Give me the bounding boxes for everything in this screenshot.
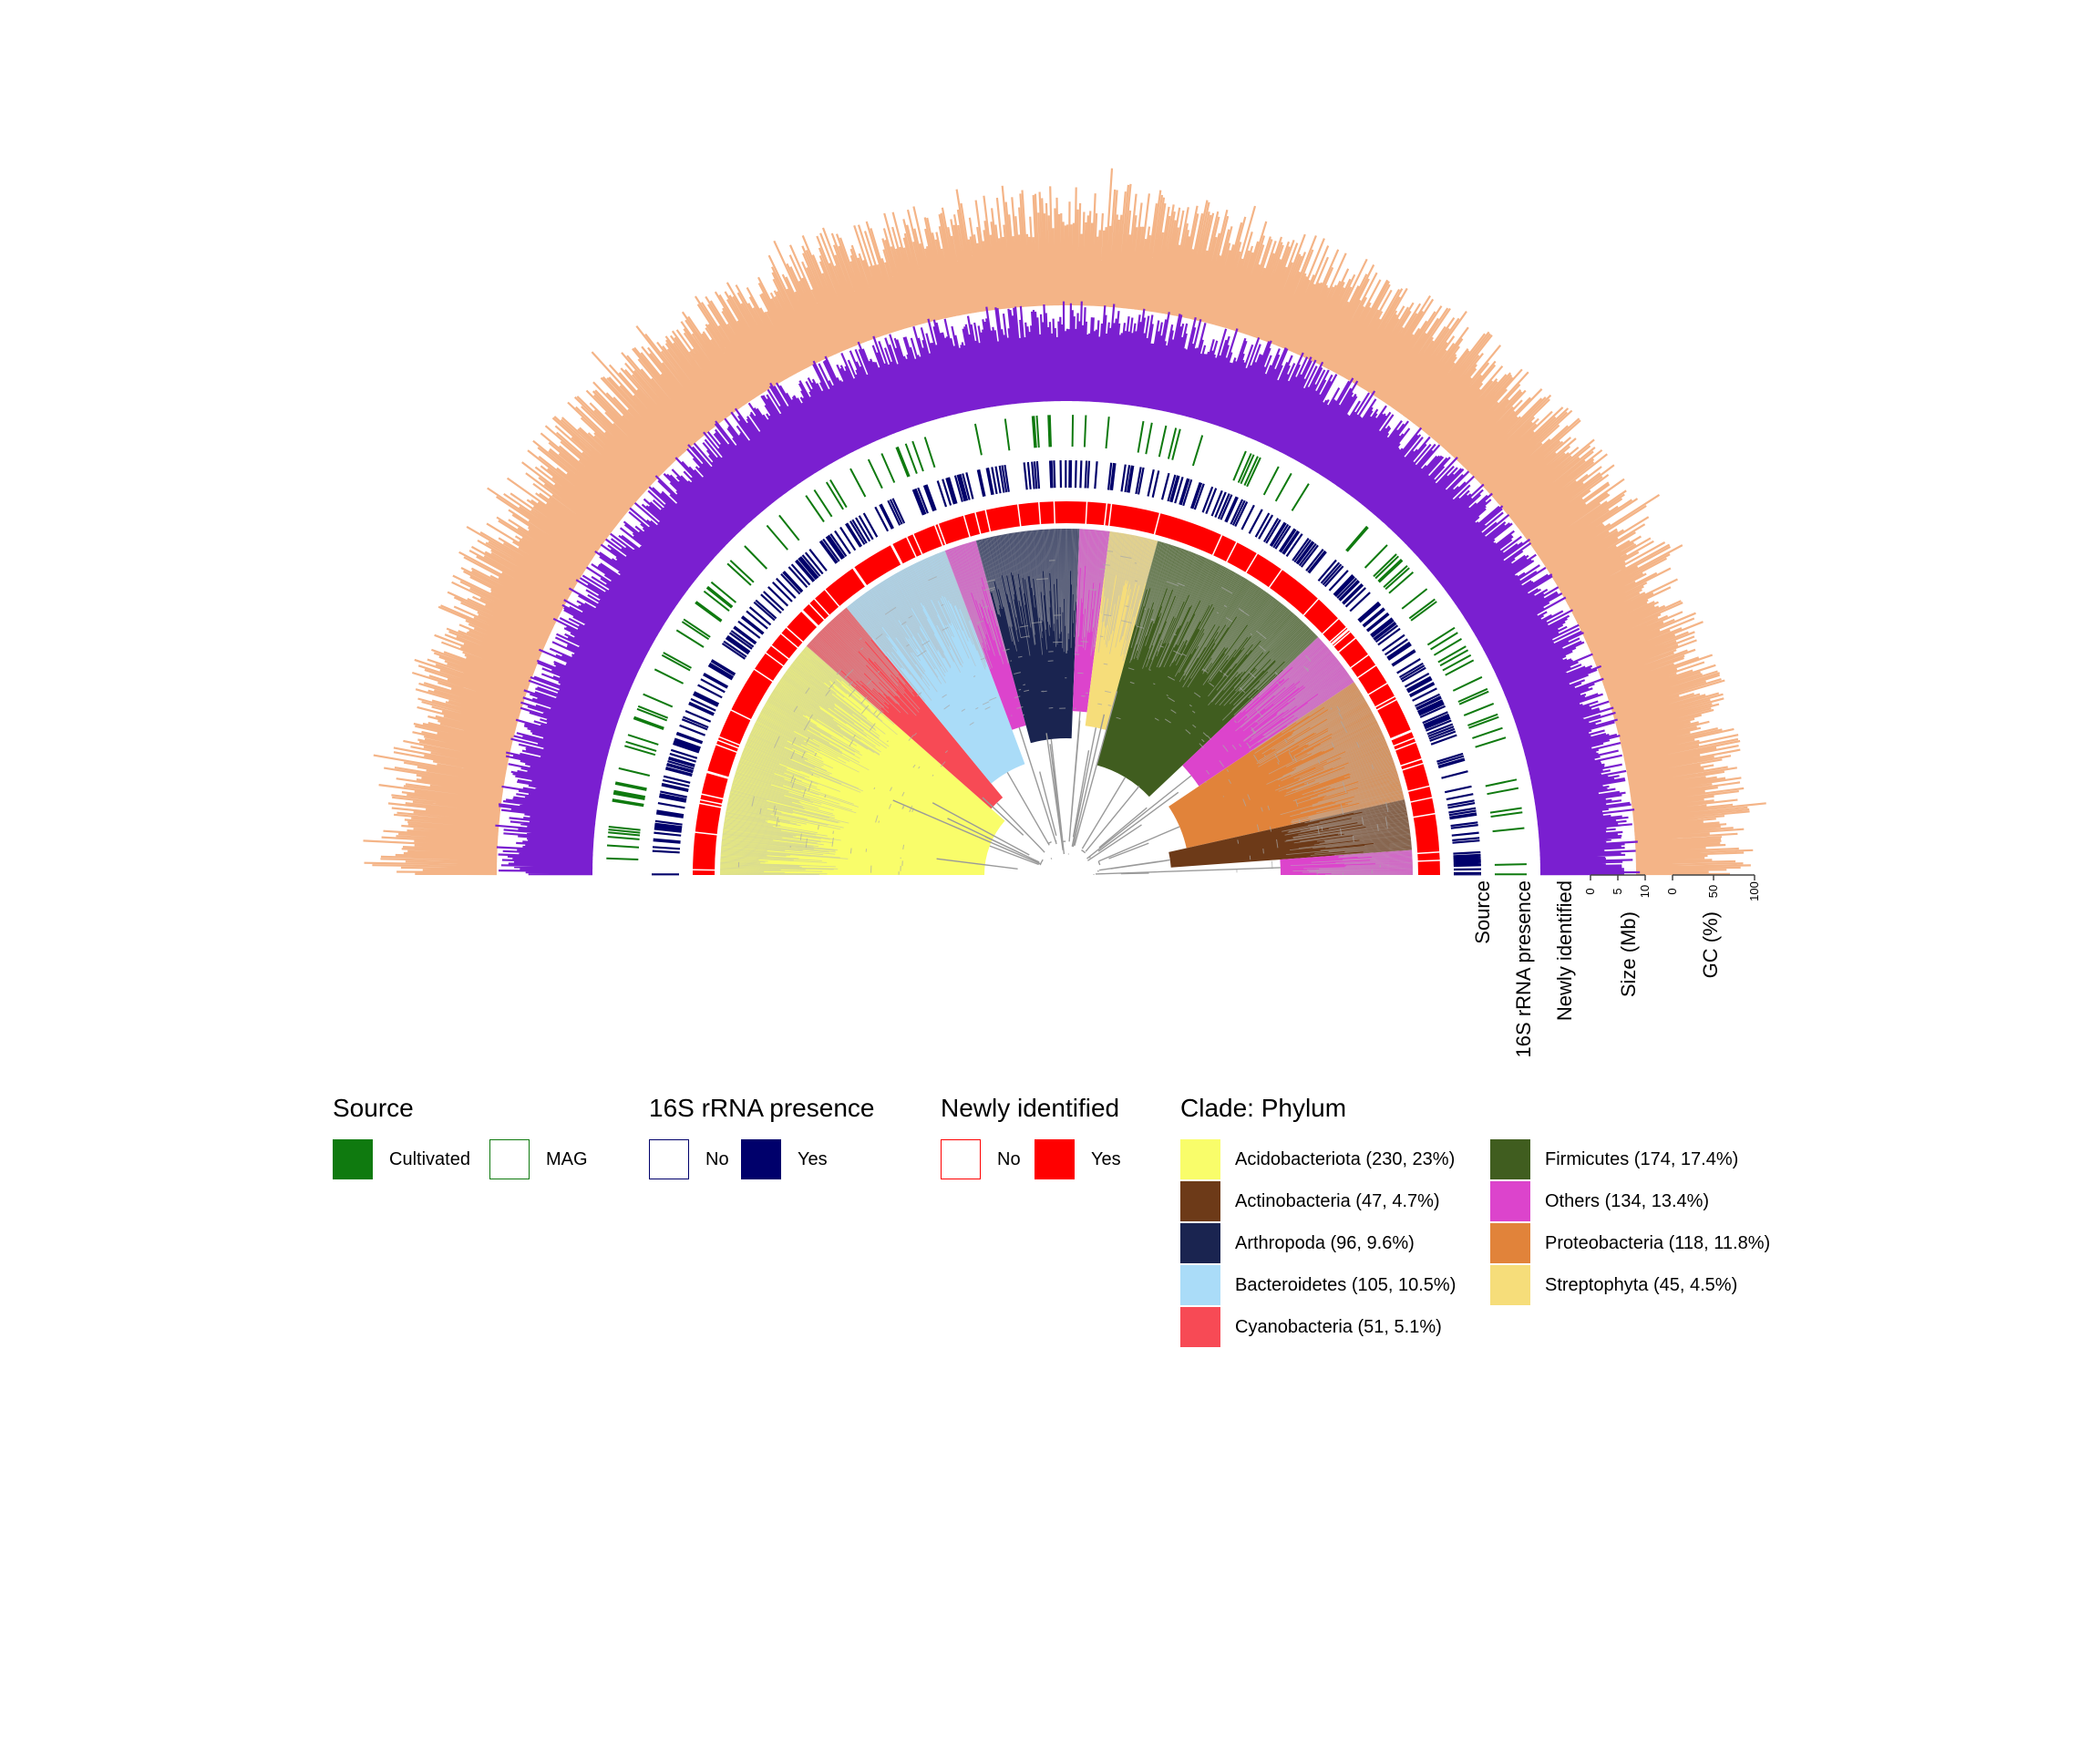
- legend-swatch-newly-yes: [1035, 1139, 1075, 1179]
- gc-axis-tick: 0: [1665, 888, 1679, 894]
- clade-wedge-arthropoda: [975, 529, 1080, 744]
- ring-label-source: Source: [1471, 880, 1494, 944]
- rrna-ticks: [652, 459, 1482, 876]
- legend-label-mag: MAG: [546, 1149, 588, 1169]
- legend-label-clade: Cyanobacteria (51, 5.1%): [1235, 1317, 1442, 1337]
- newly-gaps: [691, 500, 1441, 871]
- legend-label-rrna-yes: Yes: [798, 1149, 828, 1169]
- legend-label-cultivated: Cultivated: [389, 1149, 470, 1169]
- legend-swatch-newly-no: [941, 1139, 981, 1179]
- legend-swatch-clade: [1180, 1223, 1220, 1263]
- rrna-presence-ring: [652, 459, 1482, 876]
- legend-swatch-cultivated: [333, 1139, 373, 1179]
- newly-ring: [693, 501, 1440, 876]
- tree-branches: [719, 528, 1414, 875]
- legend-label-newly-yes: Yes: [1091, 1149, 1121, 1169]
- legend-label-rrna-no: No: [705, 1149, 729, 1169]
- legend-swatch-clade: [1180, 1307, 1220, 1347]
- legend-label-clade: Proteobacteria (118, 11.8%): [1545, 1233, 1771, 1253]
- size-axis-tick: 5: [1611, 888, 1624, 894]
- tree-inner-arcs: [737, 551, 1389, 875]
- gc-content-ring: [363, 168, 1766, 876]
- newly-identified-ring: [691, 500, 1441, 876]
- legend-swatch-clade: [1180, 1265, 1220, 1305]
- legend-title-rrna: 16S rRNA presence: [649, 1094, 875, 1122]
- legend-title-source: Source: [333, 1094, 414, 1122]
- gc-axis: 0 50 100: [1665, 874, 1761, 901]
- ring-label-size: Size (Mb): [1617, 911, 1640, 997]
- ring-label-newly: Newly identified: [1553, 880, 1576, 1021]
- ring-label-gc: GC (%): [1699, 911, 1722, 978]
- legend-swatch-mag: [489, 1139, 530, 1179]
- source-ticks: [606, 415, 1528, 876]
- legend-swatch-rrna-no: [649, 1139, 689, 1179]
- ring-label-rrna: 16S rRNA presence: [1512, 880, 1535, 1057]
- legend-swatch-clade: [1490, 1223, 1530, 1263]
- source-ring: [606, 415, 1528, 876]
- legend-swatch-clade: [1180, 1139, 1220, 1179]
- legend-label-clade: Arthropoda (96, 9.6%): [1235, 1233, 1415, 1253]
- size-axis-tick: 0: [1583, 888, 1597, 894]
- size-axis: 0 5 10: [1583, 874, 1652, 898]
- gc-axis-tick: 50: [1706, 885, 1720, 898]
- legend-swatch-clade: [1180, 1181, 1220, 1221]
- gc-bars: [363, 168, 1766, 876]
- legend-label-clade: Others (134, 13.4%): [1545, 1191, 1710, 1211]
- gc-axis-tick: 100: [1747, 881, 1761, 901]
- legend-title-newly: Newly identified: [941, 1094, 1120, 1122]
- legend-label-clade: Streptophyta (45, 4.5%): [1545, 1275, 1738, 1295]
- legend: Source Cultivated MAG 16S rRNA presence …: [333, 1094, 1882, 1367]
- legend-swatch-clade: [1490, 1139, 1530, 1179]
- tree-backbone: [892, 691, 1281, 875]
- legend-swatch-clade: [1490, 1181, 1530, 1221]
- size-axis-tick: 10: [1638, 885, 1652, 898]
- legend-label-clade: Acidobacteriota (230, 23%): [1235, 1149, 1456, 1169]
- legend-label-newly-no: No: [997, 1149, 1021, 1169]
- legend-label-clade: Bacteroidetes (105, 10.5%): [1235, 1275, 1457, 1295]
- legend-title-clade: Clade: Phylum: [1180, 1094, 1347, 1122]
- legend-swatch-clade: [1490, 1265, 1530, 1305]
- size-bars: [495, 301, 1641, 876]
- tree-leaf-branches: [719, 528, 1414, 875]
- genome-size-ring: [495, 301, 1641, 876]
- legend-swatch-rrna-yes: [741, 1139, 781, 1179]
- legend-label-clade: Actinobacteria (47, 4.7%): [1235, 1191, 1440, 1211]
- legend-label-clade: Firmicutes (174, 17.4%): [1545, 1149, 1739, 1169]
